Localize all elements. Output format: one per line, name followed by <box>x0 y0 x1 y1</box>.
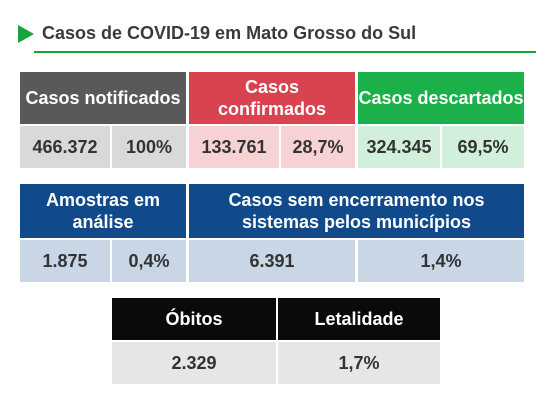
confirmados-header: Casos confirmados <box>189 72 355 124</box>
page-title: Casos de COVID-19 em Mato Grosso do Sul <box>42 23 417 43</box>
title-underline <box>34 51 536 53</box>
obitos-header: Óbitos <box>112 298 276 340</box>
descartados-count: 324.345 <box>358 126 440 168</box>
notificados-header: Casos notificados <box>20 72 186 124</box>
descartados-percent: 69,5% <box>442 126 524 168</box>
confirmados-count: 133.761 <box>189 126 279 168</box>
play-arrow-icon <box>18 25 34 43</box>
confirmados-percent: 28,7% <box>281 126 355 168</box>
notificados-percent: 100% <box>112 126 186 168</box>
letalidade-header: Letalidade <box>278 298 440 340</box>
sem-encerramento-percent: 1,4% <box>358 240 524 282</box>
amostras-count: 1.875 <box>20 240 110 282</box>
descartados-header: Casos descartados <box>358 72 524 124</box>
notificados-count: 466.372 <box>20 126 110 168</box>
amostras-percent: 0,4% <box>112 240 186 282</box>
letalidade-value: 1,7% <box>278 342 440 384</box>
obitos-value: 2.329 <box>112 342 276 384</box>
title-row: Casos de COVID-19 em Mato Grosso do Sul <box>14 20 536 53</box>
sem-encerramento-header: Casos sem encerramento nos sistemas pelo… <box>189 184 524 238</box>
amostras-header: Amostras em análise <box>20 184 186 238</box>
sem-encerramento-count: 6.391 <box>189 240 355 282</box>
